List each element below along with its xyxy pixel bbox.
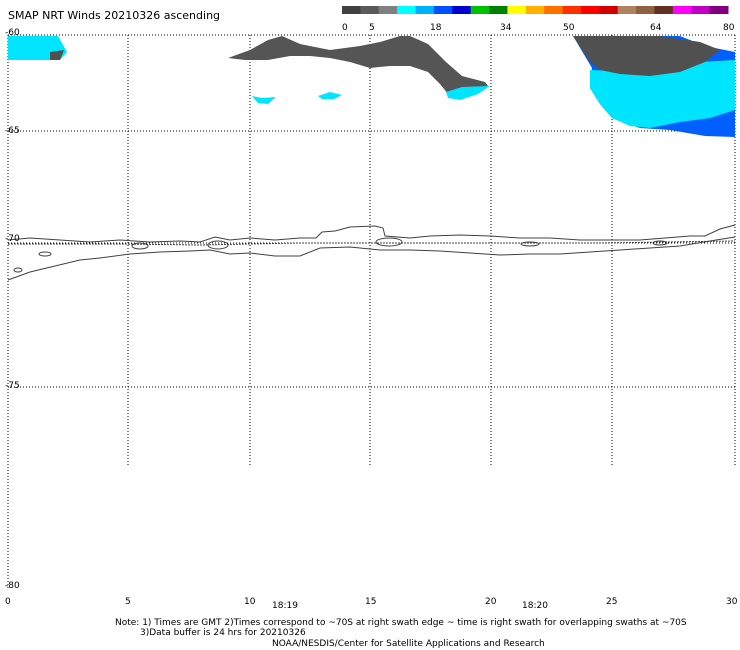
island-c <box>38 251 52 257</box>
colorbar-tick-label: 34 <box>500 23 512 33</box>
colorbar-segment <box>342 6 361 14</box>
coastline <box>7 224 736 281</box>
colorbar-segment <box>397 6 417 14</box>
swath-center-calm <box>228 36 488 94</box>
colorbar-tick-label: 18 <box>430 23 442 33</box>
island-b <box>207 240 229 250</box>
island-d <box>13 267 23 273</box>
swath-top-left-calm <box>50 50 64 60</box>
wind-swaths <box>8 36 735 137</box>
colorbar-segment <box>507 6 527 14</box>
colorbar-segment <box>433 6 453 14</box>
lat-label-70: -70 <box>5 234 20 244</box>
lat-label-80: -80 <box>5 581 20 591</box>
time-label-1: 18:19 <box>272 601 298 611</box>
colorbar-tick-label: 0 <box>342 23 348 33</box>
colorbar-segment <box>470 6 490 14</box>
colorbar-segment <box>415 6 435 14</box>
colorbar: 0 5 18 34 50 64 80 <box>342 6 735 33</box>
note-line-1: Note: 1) Times are GMT 2)Times correspon… <box>115 618 687 628</box>
colorbar-tick-label: 64 <box>650 23 662 33</box>
swath-center-light-b <box>252 96 276 104</box>
colorbar-segment <box>617 6 637 14</box>
island-a <box>375 237 403 247</box>
colorbar-segment <box>489 6 508 14</box>
island-f <box>520 241 540 247</box>
note-line-2: 3)Data buffer is 24 hrs for 20210326 <box>140 628 306 638</box>
map-title: SMAP NRT Winds 20210326 ascending <box>8 9 221 22</box>
colorbar-segment <box>709 6 729 14</box>
island-e <box>131 242 149 250</box>
colorbar-segment <box>544 6 564 14</box>
colorbar-tick-label: 80 <box>723 23 735 33</box>
colorbar-segment <box>599 6 619 14</box>
colorbar-tick-label: 50 <box>563 23 575 33</box>
lon-label-10: 10 <box>244 597 256 607</box>
lon-label-15: 15 <box>365 597 377 607</box>
lon-label-5: 5 <box>125 597 131 607</box>
island-g <box>652 240 668 246</box>
colorbar-segment <box>562 6 582 14</box>
colorbar-segment <box>654 6 674 14</box>
colorbar-segment <box>525 6 545 14</box>
swath-right-calm <box>573 36 720 76</box>
lon-label-20: 20 <box>485 597 497 607</box>
lat-label-60: -60 <box>5 28 20 38</box>
ice-band <box>8 240 736 246</box>
colorbar-segment <box>580 6 600 14</box>
swath-center-light-a <box>446 86 490 100</box>
colorbar-segment <box>452 6 472 14</box>
lat-label-65: -65 <box>5 126 20 136</box>
coastline-inner <box>7 236 736 281</box>
colorbar-segment <box>672 6 692 14</box>
lon-label-30: 30 <box>726 597 738 607</box>
swath-center-light-c <box>318 92 342 99</box>
colorbar-segment <box>636 6 655 14</box>
lat-label-75: -75 <box>5 381 20 391</box>
colorbar-segment <box>378 6 398 14</box>
lon-label-25: 25 <box>606 597 618 607</box>
swath-right-light <box>590 60 735 128</box>
colorbar-segment <box>360 6 380 14</box>
note-line-3: NOAA/NESDIS/Center for Satellite Applica… <box>272 639 545 649</box>
lon-label-0: 0 <box>5 597 11 607</box>
colorbar-tick-label: 5 <box>369 23 375 33</box>
colorbar-segment <box>691 6 711 14</box>
time-label-2: 18:20 <box>522 601 548 611</box>
ice-shelf-edge <box>7 224 736 243</box>
